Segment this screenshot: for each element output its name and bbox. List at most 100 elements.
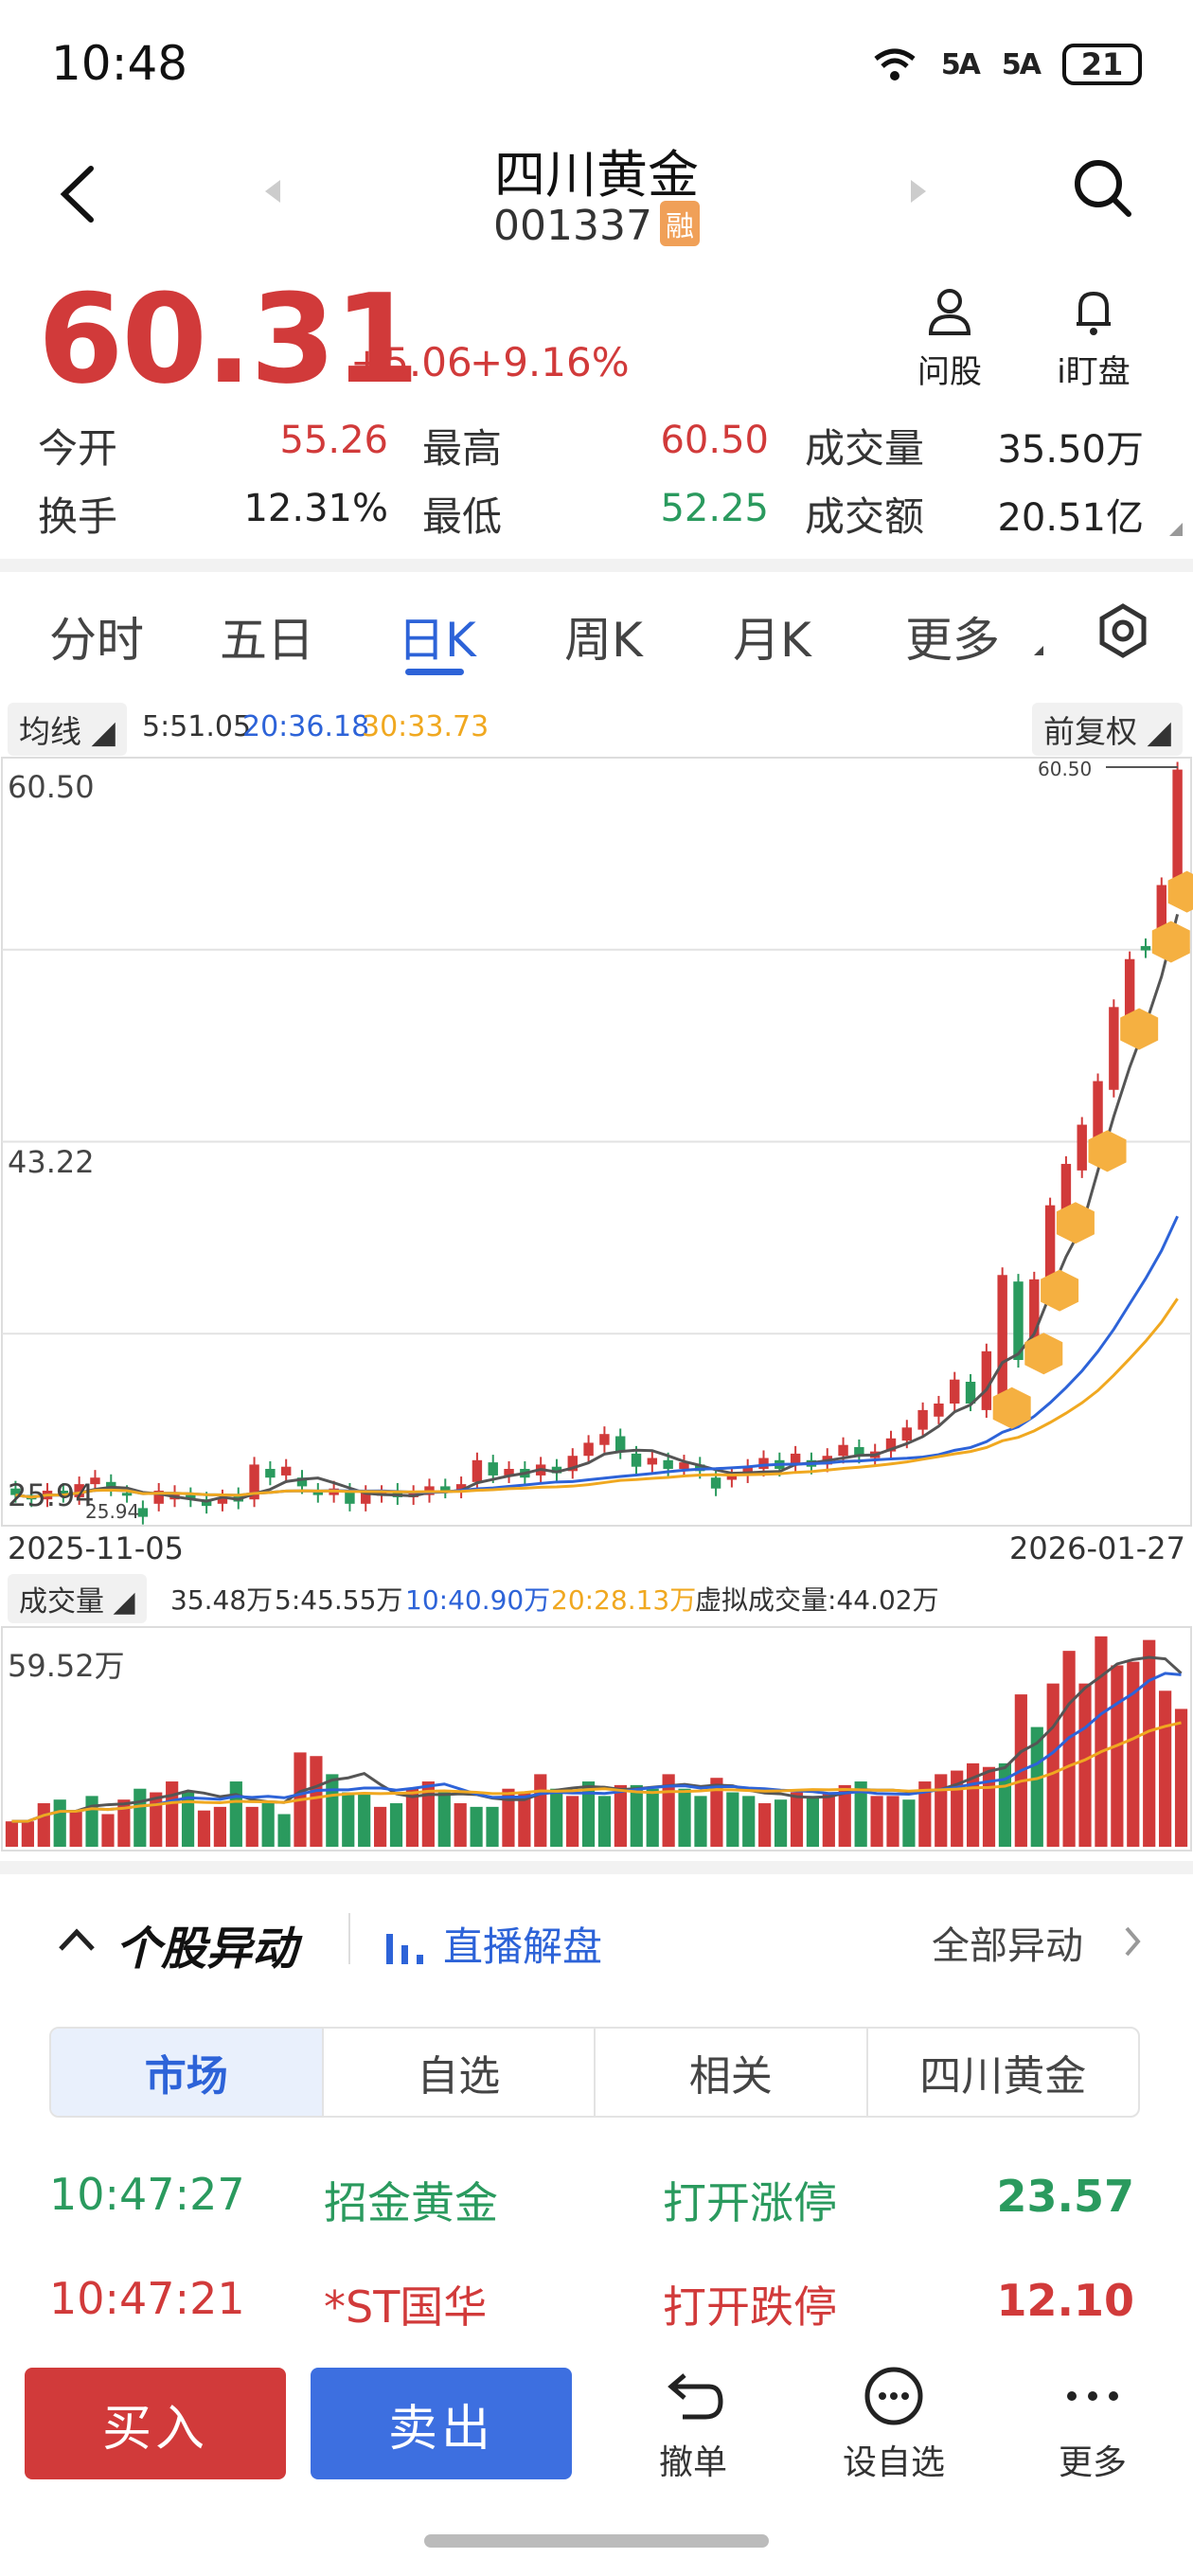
- tab-weekly-k[interactable]: 周K: [564, 613, 643, 668]
- alert-event: 打开涨停: [663, 2177, 837, 2228]
- current-price: 60.31: [38, 267, 419, 411]
- cancel-order-button[interactable]: 撤单: [627, 2366, 759, 2484]
- volume-bar: [614, 1784, 627, 1847]
- volume-current: 35.48万: [170, 1584, 274, 1616]
- volume-bar: [566, 1796, 579, 1847]
- volume-bar: [21, 1821, 34, 1847]
- volume-chart[interactable]: [0, 1625, 1193, 1852]
- buy-button[interactable]: 买入: [25, 2368, 286, 2479]
- tab-more[interactable]: 更多: [905, 613, 1000, 668]
- set-watchlist-label: 设自选: [842, 2443, 945, 2482]
- candle: [854, 1447, 864, 1457]
- sell-button[interactable]: 卖出: [311, 2368, 572, 2479]
- segment-watchlist[interactable]: 自选: [324, 2029, 596, 2116]
- candle: [440, 1486, 451, 1492]
- chevron-right-icon[interactable]: [1121, 1923, 1144, 1960]
- candle: [265, 1469, 276, 1478]
- prev-stock-icon[interactable]: [265, 180, 280, 203]
- candle: [758, 1458, 769, 1470]
- tab-five-day[interactable]: 五日: [220, 613, 314, 668]
- volume-ma5: 5:45.55万: [275, 1584, 403, 1616]
- settings-icon[interactable]: [1095, 602, 1151, 659]
- tab-daily-k[interactable]: 日K: [398, 613, 476, 668]
- battery-icon: 21: [1062, 44, 1142, 85]
- watch-button[interactable]: i盯盘: [1032, 284, 1155, 392]
- segment-market[interactable]: 市场: [51, 2029, 324, 2116]
- candle: [647, 1458, 658, 1465]
- all-alerts-link[interactable]: 全部异动: [932, 1924, 1083, 1968]
- alert-price: 12.10: [996, 2275, 1134, 2326]
- stock-code-row: 001337 融: [0, 201, 1193, 250]
- volume-bar: [646, 1788, 659, 1847]
- candle: [551, 1466, 562, 1474]
- t-marker: [1167, 870, 1193, 913]
- volume-bar: [326, 1774, 339, 1847]
- t-marker: [1041, 1269, 1079, 1312]
- volume-bar: [550, 1788, 563, 1847]
- alert-row[interactable]: 10:47:21 *ST国华 打开跌停 12.10: [49, 2273, 1140, 2368]
- adjust-selector[interactable]: 前复权 ◢: [1032, 703, 1183, 756]
- stat-value: 35.50万: [997, 428, 1144, 472]
- candle: [455, 1484, 467, 1492]
- alerts-title: 个股异动: [116, 1923, 298, 1976]
- volume-bar: [758, 1803, 772, 1847]
- volume-ma5-line: [11, 1655, 1183, 1823]
- axis-low-label: 25.94: [8, 1477, 95, 1513]
- candle: [663, 1459, 673, 1470]
- volume-bar: [37, 1803, 50, 1847]
- t-marker: [992, 1386, 1031, 1429]
- search-icon[interactable]: [1070, 155, 1136, 222]
- candle: [742, 1466, 753, 1476]
- volume-bar: [854, 1781, 867, 1847]
- candle: [726, 1475, 738, 1480]
- volume-bar: [1143, 1639, 1156, 1847]
- tab-intraday[interactable]: 分时: [49, 613, 144, 668]
- volume-bar: [902, 1799, 916, 1847]
- t-marker: [1056, 1202, 1095, 1244]
- volume-bar: [790, 1792, 804, 1847]
- candle: [1060, 1163, 1072, 1210]
- candle: [631, 1453, 642, 1467]
- price-percent: +9.16%: [470, 339, 630, 385]
- volume-bar: [534, 1774, 547, 1847]
- divider: [348, 1913, 350, 1964]
- candle: [917, 1409, 928, 1430]
- candle: [296, 1477, 308, 1487]
- volume-max-label: 59.52万: [8, 1648, 125, 1684]
- ask-stock-label: 问股: [917, 353, 982, 391]
- volume-bar: [470, 1806, 483, 1847]
- stock-header: 四川黄金 001337 融: [0, 133, 1193, 265]
- next-stock-icon[interactable]: [911, 180, 926, 203]
- candle: [74, 1484, 84, 1497]
- chat-dots-icon: [864, 2367, 923, 2425]
- status-time: 10:48: [51, 36, 188, 91]
- ask-stock-button[interactable]: 问股: [888, 284, 1011, 392]
- live-analysis-link[interactable]: 直播解盘: [443, 1923, 603, 1970]
- back-icon[interactable]: [53, 161, 110, 227]
- alert-row[interactable]: 10:47:27 招金黄金 打开涨停 23.57: [49, 2169, 1140, 2263]
- collapse-icon[interactable]: [57, 1926, 97, 1953]
- segment-this-stock[interactable]: 四川黄金: [919, 2052, 1087, 2101]
- set-watchlist-button[interactable]: 设自选: [828, 2366, 960, 2484]
- tab-monthly-k[interactable]: 月K: [733, 613, 811, 668]
- volume-bar: [886, 1796, 899, 1847]
- more-button[interactable]: 更多: [1026, 2366, 1159, 2484]
- volume-bar: [213, 1806, 227, 1847]
- stock-code: 001337: [493, 202, 652, 250]
- candle: [679, 1462, 689, 1470]
- candle: [1077, 1124, 1087, 1171]
- ma-selector[interactable]: 均线 ◢: [8, 703, 127, 756]
- candle: [583, 1442, 594, 1457]
- alert-event: 打开跌停: [663, 2281, 837, 2333]
- volume-selector[interactable]: 成交量 ◢: [8, 1574, 147, 1623]
- segment-related[interactable]: 相关: [596, 2029, 868, 2116]
- volume-bar: [1078, 1683, 1092, 1847]
- candle: [106, 1481, 116, 1489]
- kline-chart[interactable]: [0, 756, 1193, 1528]
- expand-stats-icon[interactable]: [1169, 523, 1183, 536]
- candle: [249, 1464, 259, 1500]
- trade-bar: 买入 卖出 撤单 设自选 更多: [0, 2358, 1193, 2510]
- volume-bar: [134, 1788, 147, 1847]
- volume-bar: [117, 1799, 131, 1847]
- volume-bar: [437, 1792, 451, 1847]
